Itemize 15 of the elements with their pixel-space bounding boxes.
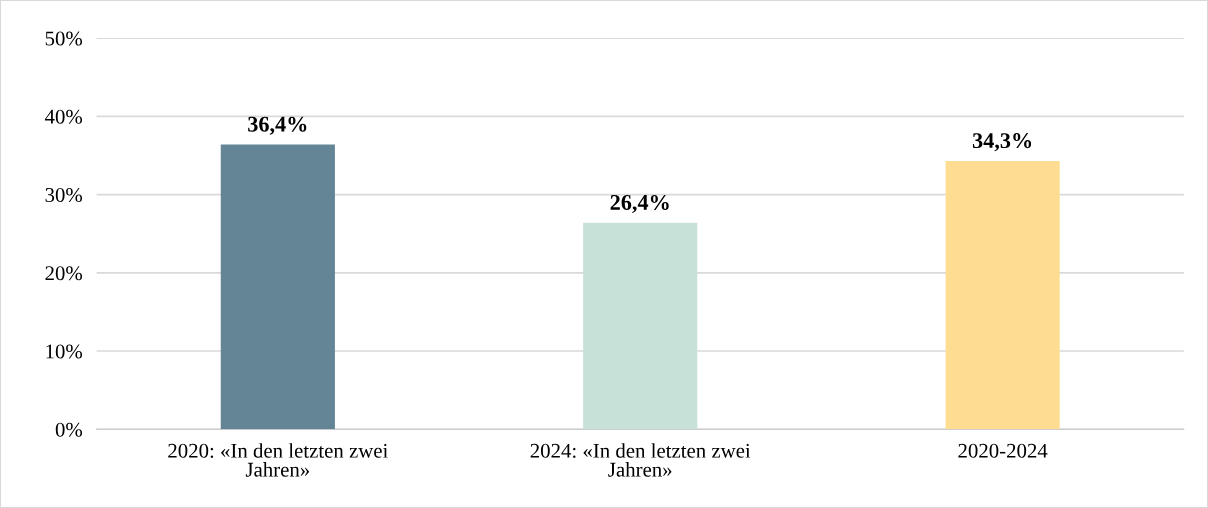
- bar: [945, 160, 1060, 430]
- y-tick-label: 10%: [46, 344, 83, 359]
- y-tick-label: 20%: [45, 266, 83, 281]
- data-label: 34,3%: [972, 133, 1032, 152]
- y-tick-label: 30%: [45, 187, 83, 203]
- bar: [583, 222, 698, 430]
- y-tick-label: 50%: [45, 31, 83, 46]
- x-tick-label: 2024: «In den letzten zwei Jahren»: [530, 443, 751, 477]
- x-tick-label: 2020: «In den letzten zwei Jahren»: [168, 443, 388, 477]
- data-label: 36,4%: [248, 116, 307, 135]
- y-tick-label: 0%: [55, 422, 83, 437]
- data-label: 26,4%: [610, 194, 669, 214]
- x-tick-label: 2020-2024: [958, 443, 1048, 458]
- y-tick-label: 40%: [44, 109, 83, 124]
- bar: [220, 144, 335, 430]
